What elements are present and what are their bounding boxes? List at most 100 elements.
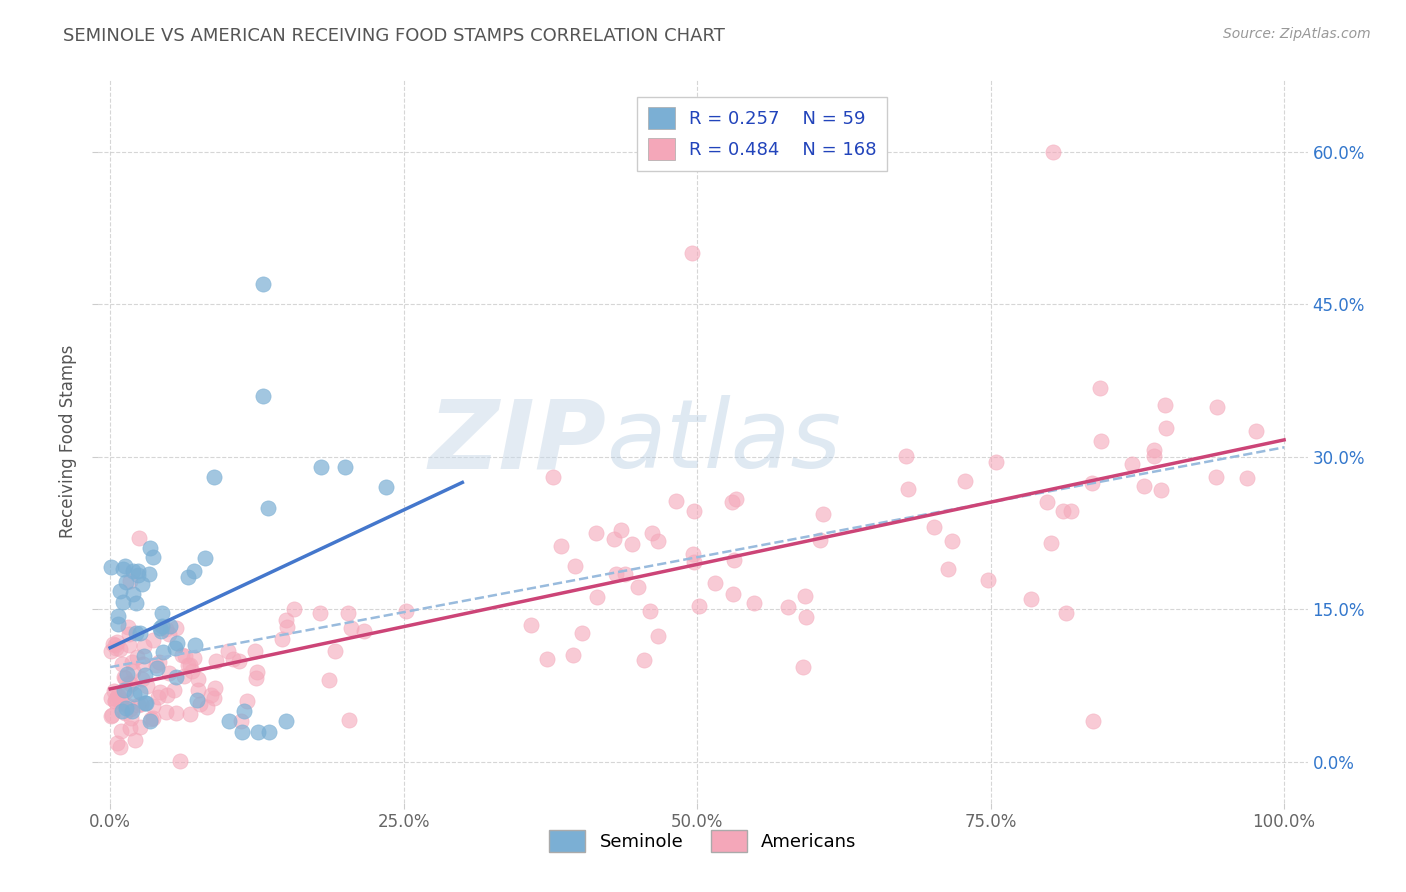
Point — [245, 665, 267, 679]
Point — [127, 649, 149, 664]
Point — [146, 661, 169, 675]
Point — [149, 621, 172, 635]
Point — [1054, 606, 1077, 620]
Point — [165, 621, 187, 635]
Point — [395, 604, 418, 618]
Point — [1143, 443, 1166, 458]
Point — [128, 532, 150, 546]
Point — [177, 658, 200, 673]
Point — [318, 673, 340, 687]
Point — [124, 596, 146, 610]
Point — [256, 500, 278, 515]
Point — [323, 643, 346, 657]
Point — [236, 694, 259, 708]
Point — [704, 575, 727, 590]
Point — [131, 697, 153, 711]
Point — [156, 688, 179, 702]
Point — [1060, 503, 1083, 517]
Point — [142, 699, 165, 714]
Point — [1081, 475, 1104, 490]
Point — [138, 567, 160, 582]
Point — [776, 599, 799, 614]
Point — [121, 704, 143, 718]
Point — [173, 669, 195, 683]
Point — [894, 449, 917, 463]
Point — [148, 656, 170, 670]
Point — [200, 688, 222, 702]
Point — [112, 670, 135, 684]
Point — [127, 565, 149, 579]
Legend: Seminole, Americans: Seminole, Americans — [543, 822, 863, 859]
Point — [104, 694, 127, 708]
Point — [627, 580, 650, 594]
Point — [1244, 424, 1267, 438]
Point — [938, 562, 960, 576]
Point — [118, 721, 141, 735]
Point — [1149, 483, 1171, 497]
Point — [108, 642, 131, 657]
Point — [195, 699, 218, 714]
Point — [1021, 591, 1043, 606]
Point — [118, 702, 141, 716]
Point — [179, 707, 201, 722]
Point — [1205, 470, 1227, 484]
Point — [169, 755, 191, 769]
Point — [101, 637, 124, 651]
Point — [276, 613, 298, 627]
Point — [142, 633, 165, 648]
Point — [100, 644, 122, 658]
Text: ZIP: ZIP — [429, 395, 606, 488]
Point — [1154, 398, 1177, 412]
Point — [107, 689, 129, 703]
Point — [118, 638, 141, 652]
Point — [941, 533, 963, 548]
Point — [665, 494, 688, 508]
Point — [520, 617, 543, 632]
Point — [121, 655, 143, 669]
Point — [149, 685, 172, 699]
Point — [159, 618, 181, 632]
Point — [228, 654, 250, 668]
Point — [104, 694, 127, 708]
Point — [104, 638, 127, 652]
Point — [276, 714, 298, 729]
Point — [1133, 479, 1156, 493]
Point — [111, 704, 134, 718]
Point — [187, 683, 209, 698]
Point — [107, 634, 129, 648]
Point — [561, 648, 583, 662]
Point — [114, 706, 136, 720]
Point — [132, 657, 155, 671]
Point — [139, 714, 162, 729]
Point — [127, 567, 149, 582]
Point — [139, 541, 162, 555]
Point — [100, 560, 122, 574]
Point — [132, 648, 155, 663]
Point — [120, 574, 142, 588]
Point — [1236, 471, 1258, 485]
Text: atlas: atlas — [606, 395, 841, 488]
Point — [336, 606, 359, 620]
Y-axis label: Receiving Food Stamps: Receiving Food Stamps — [59, 345, 77, 538]
Point — [142, 549, 165, 564]
Point — [541, 470, 564, 484]
Point — [150, 624, 173, 639]
Point — [152, 645, 174, 659]
Point — [609, 523, 631, 537]
Point — [1088, 381, 1111, 395]
Point — [120, 677, 142, 691]
Point — [134, 696, 156, 710]
Point — [202, 690, 225, 705]
Point — [353, 624, 375, 639]
Point — [111, 657, 134, 672]
Point — [124, 733, 146, 747]
Point — [122, 665, 145, 679]
Point — [186, 693, 208, 707]
Point — [150, 619, 173, 633]
Point — [221, 652, 243, 666]
Point — [118, 676, 141, 690]
Point — [180, 664, 202, 678]
Point — [681, 246, 703, 260]
Point — [924, 519, 946, 533]
Point — [374, 480, 396, 494]
